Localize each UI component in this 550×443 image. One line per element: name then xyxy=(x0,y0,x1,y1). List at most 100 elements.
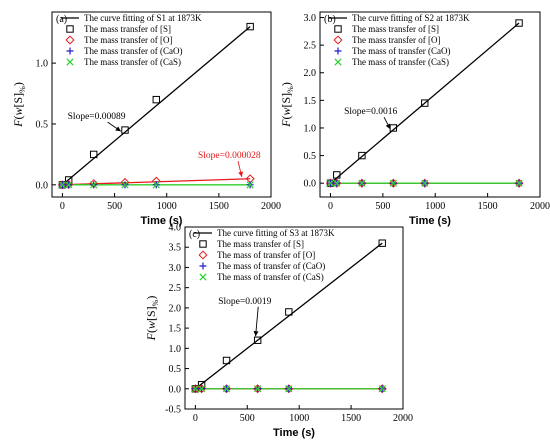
data-point-x xyxy=(326,179,335,187)
legend-marker-x xyxy=(199,273,207,281)
legend-entry: The mass of transfer (CaO) xyxy=(352,46,450,56)
data-point-diamond xyxy=(197,384,207,394)
data-point-x xyxy=(358,179,366,187)
x-tick-label: 0 xyxy=(328,201,333,212)
x-tick-label: 1500 xyxy=(209,201,229,212)
legend-entry: The mass of transfer (CaS) xyxy=(352,57,449,67)
data-point-x xyxy=(254,385,262,393)
fit-line xyxy=(194,242,383,390)
legend-entry: The mass transfer of [S] xyxy=(84,24,171,34)
x-tick-label: 1000 xyxy=(425,201,445,212)
x-axis-label: Time (s) xyxy=(409,215,451,227)
legend-marker-square xyxy=(66,25,74,33)
panel-label: (c) xyxy=(189,229,200,240)
data-point-square xyxy=(421,99,429,107)
y-axis-label-part: F xyxy=(11,119,25,128)
data-point-square xyxy=(222,356,231,365)
data-point-square xyxy=(90,150,98,159)
y-axis-label-part: ) xyxy=(144,296,158,300)
legend-marker-plus xyxy=(334,47,342,55)
y-axis-label-part: % xyxy=(18,86,27,93)
slope-annotation: Slope=0.0019 xyxy=(218,297,271,307)
y-tick-label: 3.0 xyxy=(169,263,182,274)
legend-entry: The mass of transfer of [O] xyxy=(217,250,315,260)
data-point-diamond xyxy=(57,180,67,190)
data-point-x xyxy=(222,385,231,393)
x-tick-label: 2000 xyxy=(261,201,281,212)
data-point-diamond xyxy=(357,178,367,188)
data-point-square xyxy=(246,22,254,31)
legend-entry: The curve fitting of S1 at 1873K xyxy=(84,13,202,23)
y-axis-label: F(w[S]%) xyxy=(11,82,27,128)
legend-entry: The curve fitting of S2 at 1873K xyxy=(352,13,470,23)
legend-marker-x xyxy=(66,58,74,66)
data-point-x xyxy=(333,179,341,187)
data-point-x xyxy=(378,385,386,393)
y-tick-label: 1.5 xyxy=(169,324,182,335)
y-tick-label: -0.5 xyxy=(165,405,181,416)
y-tick-label: 1.0 xyxy=(304,123,317,134)
y-tick-label: 2.0 xyxy=(304,68,317,79)
y-tick-label: 3.5 xyxy=(169,243,182,254)
legend-entry: The mass transfer of [O] xyxy=(84,35,172,45)
data-point-x xyxy=(515,179,523,187)
data-point-diamond xyxy=(284,384,294,394)
x-tick-label: 0 xyxy=(60,201,65,212)
data-point-x xyxy=(246,181,254,189)
x-tick-label: 1000 xyxy=(289,413,309,424)
y-tick-label: 3.0 xyxy=(304,13,317,24)
y-tick-label: 0.0 xyxy=(304,179,317,190)
panel-label: (b) xyxy=(324,14,336,25)
y-axis-label-part: [S] xyxy=(144,306,158,321)
legend-entry: The mass transfer of [S] xyxy=(352,24,439,34)
annotation-arrowhead xyxy=(238,171,244,177)
y-tick-label: 1.0 xyxy=(36,59,49,70)
annotation-arrowhead xyxy=(115,126,121,132)
slope-annotation: Slope=0.00089 xyxy=(68,112,126,122)
plot-frame xyxy=(319,11,541,198)
data-point-x xyxy=(121,181,129,189)
y-axis-label-part: ( xyxy=(11,116,25,120)
x-axis-label: Time (s) xyxy=(273,427,315,439)
y-axis-label-part: ( xyxy=(279,116,293,120)
x-tick-label: 1500 xyxy=(478,201,498,212)
y-tick-label: 2.5 xyxy=(169,283,182,294)
data-point-diamond xyxy=(253,384,263,394)
y-axis-label-part: % xyxy=(151,299,160,306)
x-tick-label: 0 xyxy=(193,413,198,424)
y-axis-label-part: % xyxy=(286,86,295,93)
data-point-diamond xyxy=(190,384,200,394)
data-point-x xyxy=(421,179,429,187)
legend-entry: The mass transfer of (CaO) xyxy=(84,46,182,56)
y-tick-label: 4.0 xyxy=(169,223,182,234)
legend-marker-diamond xyxy=(198,250,208,260)
x-tick-label: 500 xyxy=(107,201,122,212)
y-axis-label-part: ) xyxy=(11,82,25,86)
legend-marker-diamond xyxy=(333,35,343,45)
annotation-arrowhead xyxy=(385,123,391,130)
data-point-diamond xyxy=(332,178,342,188)
slope-annotation: Slope=0.000028 xyxy=(198,151,261,161)
fit-line xyxy=(62,26,251,186)
legend-marker-diamond xyxy=(65,35,75,45)
y-tick-label: 0.5 xyxy=(169,364,182,375)
panel-b: 0 500 1000 1500 2000 0.0 0.5 1.0 1.5 2.0 2.5 3.0 Tim… xyxy=(279,11,550,227)
legend-entry: The mass of transfer of (CaO) xyxy=(217,261,325,271)
data-point-x xyxy=(58,181,67,189)
data-point-diamond xyxy=(222,384,232,394)
data-point-diamond xyxy=(388,178,398,188)
y-tick-label: 1.0 xyxy=(169,344,182,355)
data-point-x xyxy=(285,385,293,393)
x-tick-label: 500 xyxy=(375,201,390,212)
legend-marker-plus xyxy=(199,262,207,270)
data-point-x xyxy=(65,181,73,189)
x-tick-label: 1500 xyxy=(341,413,361,424)
legend-entry: The curve fitting of S3 at 1873K xyxy=(217,228,335,238)
y-axis-label: F(w[S]%) xyxy=(279,82,295,128)
legend-marker-x xyxy=(334,58,342,66)
panel-label: (a) xyxy=(56,14,67,25)
y-axis-label-part: w xyxy=(144,321,158,329)
y-axis-label-part: w xyxy=(11,107,25,115)
data-point-diamond xyxy=(420,178,430,188)
